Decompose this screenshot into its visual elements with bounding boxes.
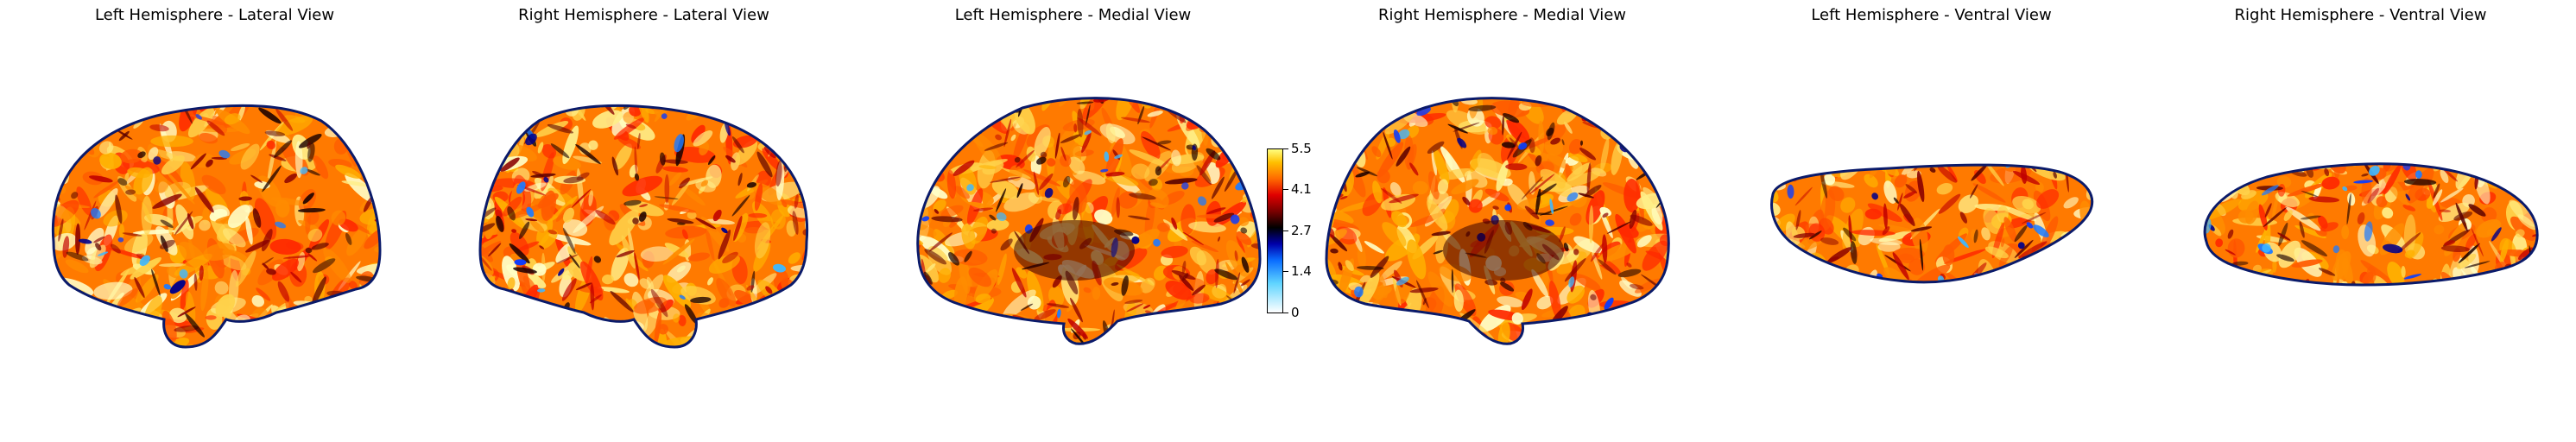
colorbar-tick bbox=[1283, 271, 1288, 272]
colorbar-tick-label: 4.1 bbox=[1291, 181, 1312, 197]
panel-right-medial: Right Hemisphere - Medial View bbox=[1288, 0, 1717, 442]
brain-surface-right-medial bbox=[1325, 97, 1670, 345]
panel-left-ventral: Left Hemisphere - Ventral View bbox=[1717, 0, 2146, 442]
brain-surface-left-lateral bbox=[51, 104, 382, 349]
brain-surface-right-lateral bbox=[478, 104, 809, 349]
panel-title: Right Hemisphere - Ventral View bbox=[2234, 6, 2487, 24]
panel-title: Left Hemisphere - Ventral View bbox=[1811, 6, 2052, 24]
colorbar-tick bbox=[1283, 230, 1288, 231]
colorbar: 5.5 4.1 2.7 1.4 0 bbox=[1267, 142, 1336, 321]
panel-title: Left Hemisphere - Lateral View bbox=[94, 6, 335, 24]
panel-left-lateral: Left Hemisphere - Lateral View bbox=[0, 0, 429, 442]
colorbar-tick-label: 5.5 bbox=[1291, 141, 1312, 156]
colorbar-gradient bbox=[1267, 148, 1283, 313]
panel-title: Right Hemisphere - Medial View bbox=[1377, 6, 1627, 24]
panel-title: Left Hemisphere - Medial View bbox=[954, 6, 1192, 24]
panel-title: Right Hemisphere - Lateral View bbox=[518, 6, 769, 24]
panel-left-medial: Left Hemisphere - Medial View bbox=[858, 0, 1288, 442]
brain-surface-right-ventral bbox=[2203, 162, 2539, 287]
colorbar-tick bbox=[1283, 148, 1288, 149]
panel-right-lateral: Right Hemisphere - Lateral View bbox=[429, 0, 858, 442]
colorbar-tick bbox=[1283, 189, 1288, 190]
colorbar-tick-label: 2.7 bbox=[1291, 223, 1312, 238]
brain-surface-left-medial bbox=[916, 97, 1262, 345]
brain-surface-left-ventral bbox=[1770, 163, 2094, 284]
colorbar-tick-label: 1.4 bbox=[1291, 263, 1312, 279]
colorbar-tick-label: 0 bbox=[1291, 305, 1300, 320]
panel-right-ventral: Right Hemisphere - Ventral View bbox=[2146, 0, 2575, 442]
